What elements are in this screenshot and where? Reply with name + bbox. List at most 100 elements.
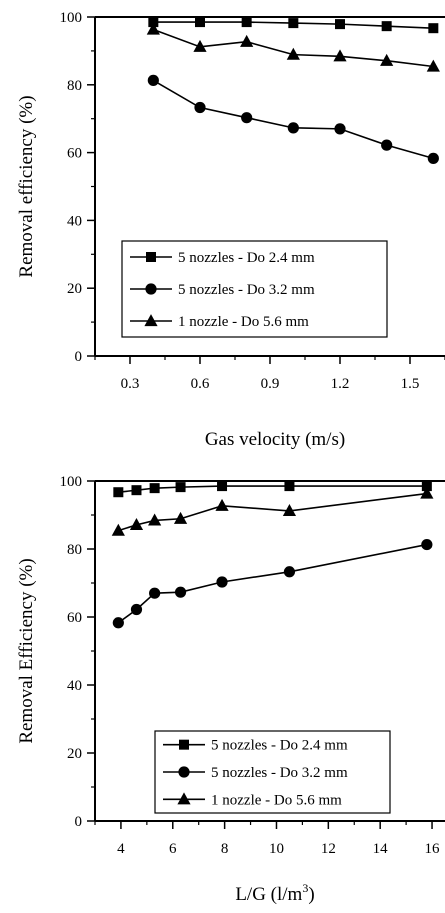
data-point bbox=[194, 101, 206, 114]
y-tick-label: 100 bbox=[60, 10, 83, 26]
data-point bbox=[195, 17, 205, 28]
data-point bbox=[287, 122, 299, 134]
x-tick-label: 6 bbox=[169, 841, 177, 857]
legend-marker bbox=[177, 792, 191, 805]
legend-label: 5 nozzles - Do 3.2 mm bbox=[178, 282, 315, 298]
data-point bbox=[241, 112, 253, 124]
x-tick-label: 8 bbox=[221, 841, 229, 857]
data-point bbox=[381, 21, 392, 32]
y-tick-label: 60 bbox=[67, 610, 82, 626]
data-point bbox=[149, 587, 161, 599]
series-line bbox=[117, 543, 428, 624]
legend: 5 nozzles - Do 2.4 mm 5 nozzles - Do 3.2 … bbox=[154, 730, 391, 814]
x-axis-title-superscript: 3 bbox=[302, 881, 308, 895]
data-point bbox=[286, 47, 300, 60]
legend-label: 1 nozzle - Do 5.6 mm bbox=[211, 792, 342, 808]
data-point bbox=[148, 513, 162, 526]
data-point bbox=[149, 483, 160, 494]
x-tick-label: 0.9 bbox=[261, 376, 280, 392]
data-point bbox=[420, 486, 434, 499]
x-axis-title-text: Gas velocity (m/s) bbox=[205, 429, 345, 450]
chart-1: 0 20 40 60 80 100 0.3 0.6 0.9 1.2 1.5 Gas velocity … bbox=[16, 10, 445, 450]
x-tick-label: 1.5 bbox=[401, 376, 420, 392]
data-point bbox=[193, 39, 207, 52]
y-tick-label: 60 bbox=[67, 146, 82, 162]
data-point bbox=[131, 485, 142, 496]
data-point bbox=[174, 586, 187, 598]
y-axis-title: Removal Efficiency (%) bbox=[16, 558, 37, 743]
legend-marker bbox=[178, 766, 190, 778]
x-axis-title-end: ) bbox=[308, 884, 314, 905]
data-point bbox=[111, 523, 125, 536]
y-tick-label: 0 bbox=[75, 349, 83, 365]
data-point bbox=[148, 17, 159, 28]
data-point bbox=[427, 152, 439, 164]
data-point bbox=[421, 538, 433, 551]
y-tick-label: 40 bbox=[67, 678, 82, 694]
y-tick-label: 80 bbox=[67, 542, 82, 558]
data-point bbox=[428, 23, 439, 34]
data-point bbox=[173, 511, 188, 524]
data-point bbox=[334, 123, 346, 135]
series-triangle bbox=[146, 22, 440, 72]
legend-marker bbox=[145, 283, 157, 295]
data-point bbox=[426, 59, 440, 72]
data-point bbox=[283, 566, 296, 578]
y-tick-label: 40 bbox=[67, 213, 82, 229]
data-point bbox=[421, 481, 432, 492]
x-axis-title: L/G (l/m3) bbox=[235, 881, 314, 905]
x-tick-label: 14 bbox=[373, 841, 389, 857]
x-tick-label: 0.3 bbox=[121, 376, 140, 392]
x-axis-title: Gas velocity (m/s) bbox=[205, 429, 345, 450]
series-triangle bbox=[111, 486, 434, 536]
data-point bbox=[215, 498, 229, 511]
legend-label: 1 nozzle - Do 5.6 mm bbox=[178, 314, 309, 330]
x-tick-label: 4 bbox=[117, 841, 125, 857]
data-point bbox=[113, 487, 124, 498]
series-square bbox=[113, 481, 432, 498]
y-tick-label: 20 bbox=[67, 746, 82, 762]
data-point bbox=[284, 481, 295, 492]
series-square bbox=[148, 17, 439, 34]
legend-marker bbox=[146, 252, 156, 262]
series-circle bbox=[112, 538, 433, 629]
legend-label: 5 nozzles - Do 2.4 mm bbox=[211, 738, 348, 754]
data-point bbox=[147, 74, 159, 86]
x-axis-title-text: L/G (l/m bbox=[235, 884, 302, 905]
data-point bbox=[240, 34, 254, 47]
legend-marker bbox=[144, 314, 158, 327]
data-point bbox=[130, 603, 143, 616]
data-point bbox=[380, 53, 394, 66]
data-point bbox=[112, 617, 124, 629]
data-point bbox=[216, 576, 228, 588]
data-point bbox=[241, 17, 252, 28]
x-tick-label: 16 bbox=[425, 841, 441, 857]
y-tick-label: 80 bbox=[67, 78, 82, 94]
chart-2: 0 20 40 60 80 100 4 6 8 10 12 14 16 L/G (l/m3) Removal… bbox=[16, 474, 445, 905]
data-point bbox=[129, 517, 144, 530]
x-tick-label: 12 bbox=[321, 841, 336, 857]
data-point bbox=[175, 482, 186, 493]
legend-label: 5 nozzles - Do 2.4 mm bbox=[178, 250, 315, 266]
data-point bbox=[381, 139, 393, 151]
data-point bbox=[146, 22, 160, 35]
data-point bbox=[282, 504, 297, 517]
legend-marker bbox=[179, 739, 189, 750]
data-point bbox=[217, 481, 228, 492]
y-axis-title: Removal efficiency (%) bbox=[16, 95, 37, 277]
data-point bbox=[335, 19, 345, 30]
y-tick-label: 0 bbox=[75, 814, 83, 830]
legend-label: 5 nozzles - Do 3.2 mm bbox=[211, 765, 348, 781]
series-line bbox=[118, 492, 427, 532]
data-point bbox=[288, 18, 299, 29]
y-tick-label: 20 bbox=[67, 281, 82, 297]
data-point bbox=[333, 49, 347, 62]
x-tick-label: 1.2 bbox=[331, 376, 350, 392]
series-circle bbox=[147, 74, 439, 164]
legend: 5 nozzles - Do 2.4 mm 5 nozzles - Do 3.2 … bbox=[121, 240, 388, 338]
x-tick-label: 10 bbox=[269, 841, 284, 857]
x-tick-label: 0.6 bbox=[191, 376, 210, 392]
series-line bbox=[118, 485, 427, 494]
y-tick-label: 100 bbox=[60, 474, 83, 490]
